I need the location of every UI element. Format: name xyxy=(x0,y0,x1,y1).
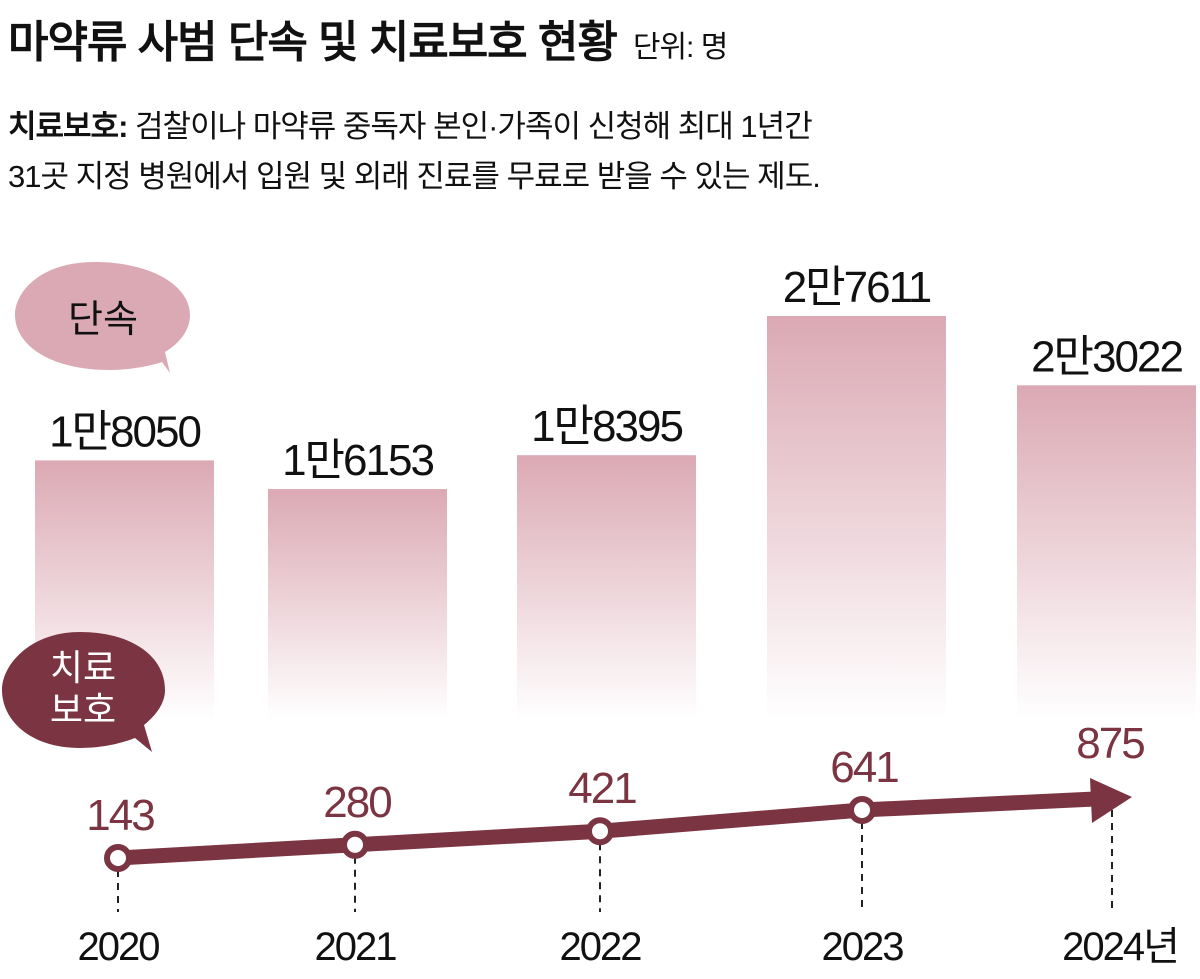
legend-bubble-treatment xyxy=(2,632,165,752)
note-label: 치료보호: xyxy=(8,109,128,144)
bar-2024년 xyxy=(1017,385,1196,720)
treatment-point xyxy=(848,796,876,824)
treatment-point xyxy=(586,817,614,846)
bar-label: 2만3022 xyxy=(1031,332,1182,381)
treatment-label: 280 xyxy=(323,778,391,827)
bar-label: 2만7611 xyxy=(783,263,931,312)
arrow-head-icon xyxy=(1090,778,1132,823)
legend-label-enforcement: 단속 xyxy=(68,299,138,341)
treatment-label: 875 xyxy=(1076,719,1144,768)
year-label: 2022 xyxy=(560,925,642,969)
bar-label: 1만8050 xyxy=(49,407,200,456)
treatment-label: 641 xyxy=(830,743,898,792)
treatment-point xyxy=(341,830,369,859)
treatment-point xyxy=(104,844,132,872)
treatment-label: 143 xyxy=(86,791,154,840)
bar-label: 1만6153 xyxy=(282,436,433,485)
year-label: 2023 xyxy=(822,925,904,969)
bar-2023 xyxy=(767,316,946,720)
year-label: 2024년 xyxy=(1062,925,1178,969)
note-line2: 31곳 지정 병원에서 입원 및 외래 진료를 무료로 받을 수 있는 제도. xyxy=(8,159,821,194)
legend-label-treatment-2: 보호 xyxy=(50,689,116,730)
legend-bubble-enforcement xyxy=(15,262,190,373)
bar-2022 xyxy=(517,455,696,720)
treatment-label: 421 xyxy=(568,764,636,813)
chart-title: 마약류 사범 단속 및 치료보호 현황 단위: 명 xyxy=(8,6,728,70)
note: 치료보호: 검찰이나 마약류 중독자 본인·가족이 신청해 최대 1년간 31곳… xyxy=(8,102,1198,202)
unit-label: 단위: 명 xyxy=(632,31,728,64)
legend-label-treatment-1: 치료 xyxy=(50,647,116,688)
title-text: 마약류 사범 단속 및 치료보호 현황 xyxy=(8,18,618,67)
bar-2021 xyxy=(268,489,447,720)
year-label: 2020 xyxy=(78,925,160,969)
year-label: 2021 xyxy=(315,925,397,969)
bar-label: 1만8395 xyxy=(531,402,682,451)
note-line1: 검찰이나 마약류 중독자 본인·가족이 신청해 최대 1년간 xyxy=(135,109,813,144)
